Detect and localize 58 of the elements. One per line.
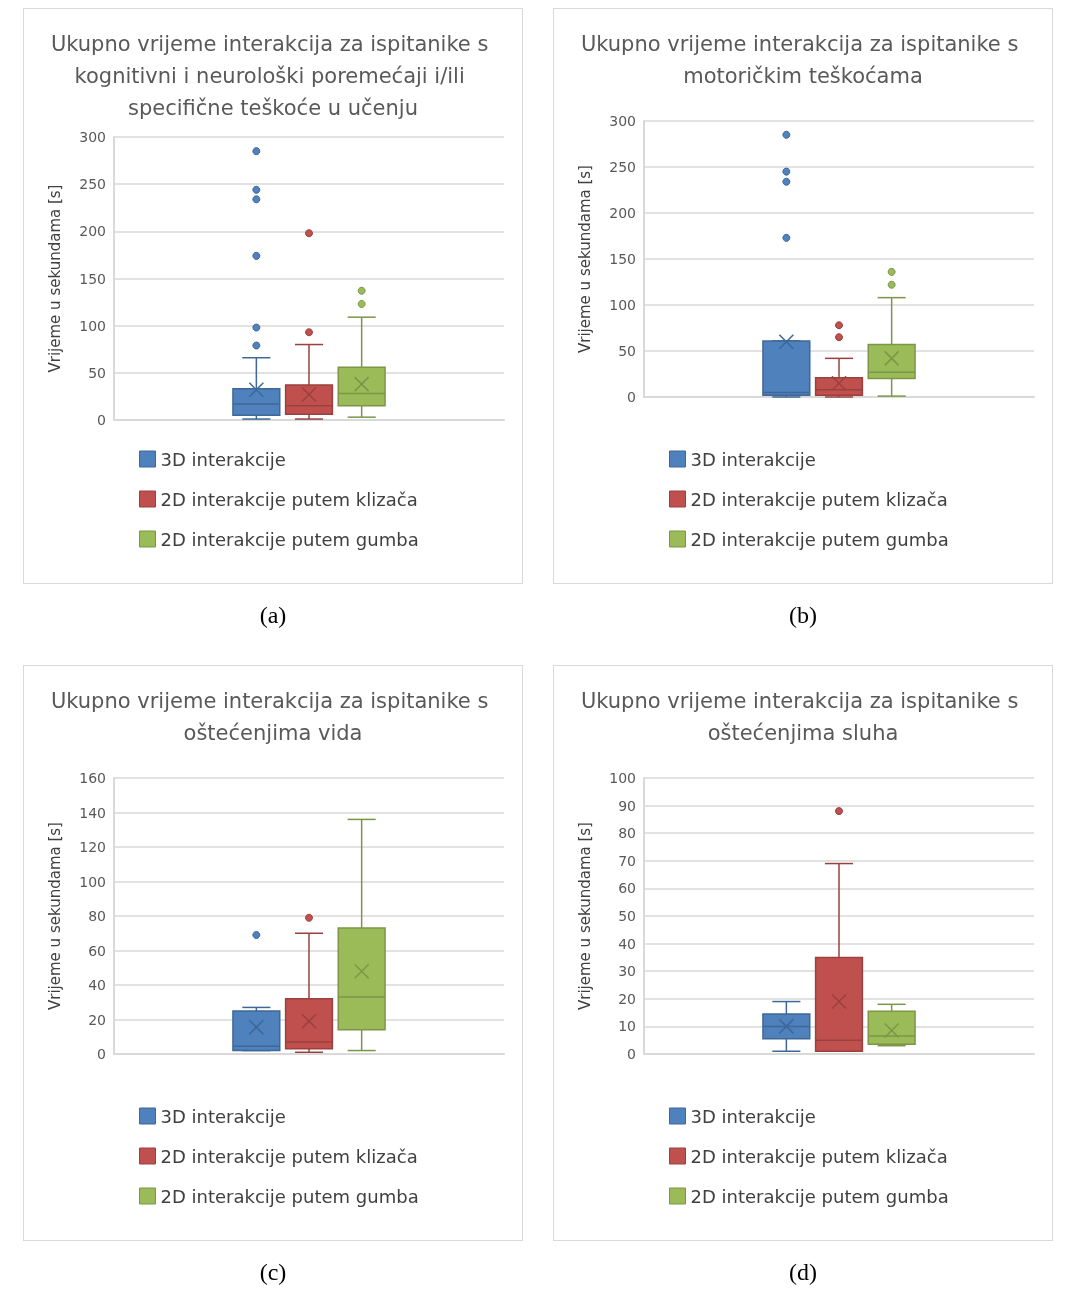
chart-title: Ukupno vrijeme interakcija za ispitanike s motoričkim teškoćama <box>580 32 1026 88</box>
y-tick-label: 300 <box>609 113 636 129</box>
y-axis-title: Vrijeme u sekundama [s] <box>575 822 594 1010</box>
y-tick-label: 250 <box>79 176 106 193</box>
legend-label: 2D interakcije putem gumba <box>160 528 419 550</box>
y-tick-label: 200 <box>609 205 636 221</box>
y-tick-label: 30 <box>618 963 636 980</box>
y-tick-label: 70 <box>618 852 636 869</box>
y-tick-label: 300 <box>79 129 106 145</box>
y-tick-label: 60 <box>88 942 106 959</box>
y-tick-label: 140 <box>79 804 106 821</box>
legend-label: 2D interakcije putem klizača <box>690 1145 948 1167</box>
chart-title: Ukupno vrijeme interakcija za ispitanike s oštećenjima vida <box>50 689 496 745</box>
y-tick-label: 100 <box>609 297 636 313</box>
y-tick-label: 60 <box>618 880 636 897</box>
text: (b) <box>789 602 817 629</box>
y-axis-title: Vrijeme u sekundama [s] <box>575 165 594 353</box>
y-tick-label: 40 <box>618 935 636 952</box>
y-tick-label: 0 <box>627 1046 636 1062</box>
y-tick-label: 150 <box>609 251 636 267</box>
y-tick-label: 50 <box>618 343 636 359</box>
legend-label: 2D interakcije putem klizača <box>160 1145 418 1167</box>
y-tick-label: 250 <box>609 159 636 175</box>
legend-label: 2D interakcije putem klizača <box>690 488 948 510</box>
legend-label: 2D interakcije putem gumba <box>160 1185 419 1207</box>
y-axis-title: Vrijeme u sekundama [s] <box>45 184 64 373</box>
y-tick-label: 150 <box>79 270 106 287</box>
y-axis-title: Vrijeme u sekundama [s] <box>45 822 64 1010</box>
y-tick-label: 100 <box>79 873 106 890</box>
y-tick-label: 40 <box>88 977 106 993</box>
legend-label: 3D interakcije <box>160 448 286 470</box>
legend-label: 3D interakcije <box>690 1105 816 1127</box>
text: (d) <box>789 1259 817 1286</box>
y-tick-label: 100 <box>79 317 106 334</box>
legend-label: 2D interakcije putem gumba <box>690 1185 949 1207</box>
chart-title: Ukupno vrijeme interakcija za ispitanike s oštećenjima sluha <box>580 689 1026 745</box>
y-tick-label: 50 <box>88 364 106 381</box>
text: (a) <box>259 602 287 629</box>
y-tick-label: 80 <box>88 908 106 924</box>
y-tick-label: 20 <box>88 1011 106 1028</box>
chart-title: Ukupno vrijeme interakcija za ispitanike s kognitivni i neurološki poremećaji i/ili specifične teškoće u učenju <box>50 32 496 120</box>
y-tick-label: 0 <box>97 1046 106 1062</box>
y-tick-label: 120 <box>79 839 106 855</box>
y-tick-label: 0 <box>97 412 106 428</box>
legend-label: 2D interakcije putem klizača <box>160 488 418 510</box>
text: (c) <box>259 1259 287 1286</box>
y-tick-label: 10 <box>618 1018 636 1035</box>
legend-label: 2D interakcije putem gumba <box>690 528 949 550</box>
y-tick-label: 50 <box>618 908 636 924</box>
legend-label: 3D interakcije <box>690 448 816 470</box>
y-tick-label: 100 <box>609 770 636 786</box>
y-tick-label: 160 <box>79 770 106 786</box>
y-tick-label: 0 <box>627 389 636 405</box>
y-tick-label: 80 <box>618 825 636 842</box>
y-tick-label: 200 <box>79 223 106 240</box>
legend-label: 3D interakcije <box>160 1105 286 1127</box>
y-tick-label: 20 <box>618 990 636 1007</box>
y-tick-label: 90 <box>618 797 636 814</box>
